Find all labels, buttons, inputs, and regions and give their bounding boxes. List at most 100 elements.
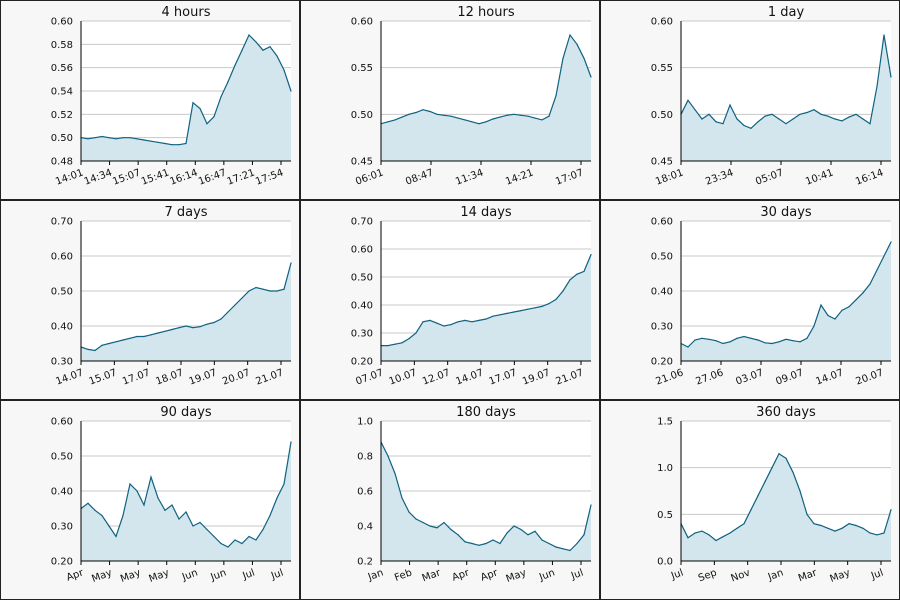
y-tick-label: 0.60 [51,17,73,28]
data-point [722,536,724,538]
x-tick-label: 21.07 [554,367,585,387]
series-area [81,442,291,561]
y-tick-label: 0.0 [657,557,673,568]
data-point [813,325,815,327]
data-point [736,337,738,339]
data-point [136,335,138,338]
data-point [736,527,738,529]
x-tick-label: 21.07 [254,367,285,387]
data-point [248,34,250,36]
data-point [401,342,403,344]
data-point [478,123,480,125]
data-point [778,453,780,455]
data-point [171,504,173,506]
y-tick-label: 0.60 [351,245,373,256]
data-point [115,138,117,140]
data-point [548,303,550,305]
data-point [513,113,515,115]
x-tick-label: Mar [421,567,443,584]
data-point [206,323,208,325]
data-point [506,532,508,534]
data-point [150,476,152,478]
y-tick-label: 0.70 [51,217,73,228]
data-point [569,549,571,552]
data-point [527,115,529,117]
x-tick-label: 12.07 [421,367,452,387]
data-point [213,535,215,538]
y-tick-label: 0.50 [651,110,673,121]
x-tick-label: 15:41 [140,167,171,187]
data-point [457,117,459,119]
data-point [792,118,794,120]
data-point [283,69,285,71]
data-point [220,96,222,98]
data-point [883,34,885,36]
y-tick-label: 1.5 [657,417,673,428]
data-point [471,542,473,545]
data-point [87,138,89,140]
series-area [81,35,291,161]
data-point [387,345,389,347]
data-point [792,471,794,473]
x-tick-label: 14:21 [504,167,535,187]
data-point [136,138,138,140]
data-point [436,527,438,529]
data-point [101,514,103,517]
data-point [164,142,166,145]
data-point [569,34,571,36]
x-tick-label: Jan [366,567,385,583]
chart-panel-30-days: 30 days 0.20 0.30 0.40 0.50 0.60 21.06 27.06 03.… [600,200,900,400]
y-tick-label: 0.40 [51,487,73,498]
data-point [778,341,780,343]
data-point [122,514,124,517]
data-point [729,341,731,343]
data-point [862,527,864,529]
data-point [171,328,173,331]
x-tick-label: 18:01 [654,167,685,187]
y-tick-label: 0.58 [51,40,73,51]
x-tick-label: 20.07 [221,367,252,387]
data-point [220,318,222,320]
data-point [115,535,117,538]
data-point [862,118,864,120]
chart-svg: 1 day 0.45 0.50 0.55 0.60 18:01 23:34 05:07 10:4… [651,5,892,188]
data-point [192,327,194,329]
chart-title: 14 days [460,205,512,220]
data-point [827,314,829,317]
data-point [241,49,243,51]
data-point [715,121,717,123]
data-point [290,262,292,264]
data-point [290,441,292,443]
y-tick-label: 0.55 [651,63,673,74]
data-point [464,119,466,121]
data-point [255,539,257,541]
data-point [471,321,473,323]
data-point [227,546,229,548]
data-point [248,535,250,538]
data-point [806,111,808,114]
data-point [750,509,752,511]
chart-svg: 180 days 0.2 0.4 0.6 0.8 1.0 Jan Feb Mar Apr Apr Ma… [357,405,592,585]
data-point [394,343,396,345]
data-point [199,326,201,328]
data-point [492,539,494,541]
y-tick-label: 0.6 [357,487,373,498]
data-point [415,332,417,334]
x-tick-label: 10:41 [804,167,835,187]
y-tick-label: 0.40 [351,301,373,312]
data-point [192,525,194,527]
data-point [827,527,829,529]
data-point [555,95,557,97]
x-tick-label: 08:47 [404,167,435,187]
data-point [701,337,703,339]
chart-panel-1-day: 1 day 0.45 0.50 0.55 0.60 18:01 23:34 05:07 10:4… [600,0,900,200]
x-tick-label: Jul [669,567,685,582]
data-point [478,544,480,546]
data-point [122,137,124,139]
data-point [764,481,766,483]
data-point [234,304,236,306]
data-point [129,337,131,339]
y-tick-label: 0.54 [51,87,73,98]
data-point [206,123,208,125]
data-point [694,339,696,341]
